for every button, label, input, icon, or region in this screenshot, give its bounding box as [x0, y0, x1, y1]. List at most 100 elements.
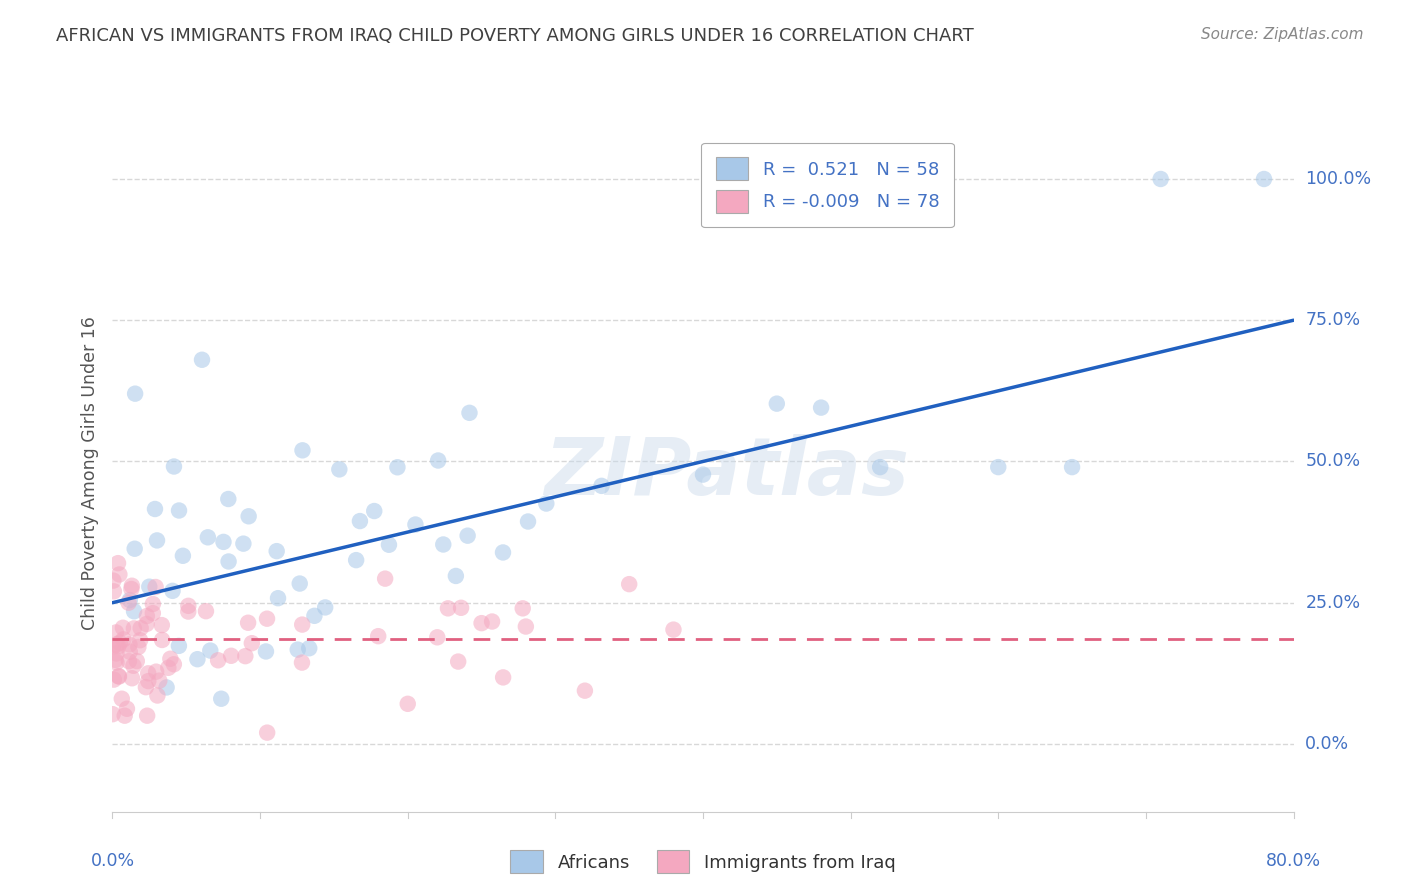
Text: 100.0%: 100.0%	[1305, 170, 1371, 188]
Point	[135, 617, 157, 632]
Point	[162, 583, 184, 598]
Point	[117, 596, 139, 610]
Point	[108, 669, 131, 683]
Point	[209, 691, 232, 706]
Point	[207, 653, 229, 667]
Point	[328, 462, 350, 476]
Point	[444, 569, 467, 583]
Point	[374, 572, 396, 586]
Text: AFRICAN VS IMMIGRANTS FROM IRAQ CHILD POVERTY AMONG GIRLS UNDER 16 CORRELATION C: AFRICAN VS IMMIGRANTS FROM IRAQ CHILD PO…	[56, 27, 974, 45]
Point	[150, 632, 173, 647]
Point	[254, 644, 277, 658]
Point	[457, 529, 479, 543]
Point	[1062, 460, 1084, 475]
Point	[105, 647, 128, 661]
Point	[619, 577, 641, 591]
Point	[148, 673, 170, 688]
Point	[432, 537, 454, 551]
Point	[1253, 172, 1275, 186]
Point	[766, 397, 789, 411]
Point	[291, 443, 314, 458]
Point	[492, 670, 515, 684]
Point	[121, 671, 143, 685]
Point	[288, 576, 311, 591]
Point	[512, 601, 534, 615]
Point	[1150, 172, 1173, 186]
Point	[118, 593, 141, 607]
Point	[108, 567, 131, 582]
Point	[163, 459, 186, 474]
Point	[111, 621, 134, 635]
Point	[145, 665, 167, 679]
Point	[378, 538, 401, 552]
Y-axis label: Child Poverty Among Girls Under 16: Child Poverty Among Girls Under 16	[80, 316, 98, 630]
Point	[150, 618, 173, 632]
Point	[177, 599, 200, 613]
Point	[387, 460, 409, 475]
Point	[112, 632, 135, 647]
Point	[107, 640, 129, 654]
Text: 0.0%: 0.0%	[90, 853, 135, 871]
Point	[101, 640, 124, 654]
Point	[492, 545, 515, 559]
Point	[186, 652, 208, 666]
Point	[517, 515, 540, 529]
Text: 25.0%: 25.0%	[1305, 594, 1361, 612]
Point	[136, 674, 159, 689]
Point	[298, 641, 321, 656]
Point	[314, 600, 336, 615]
Text: Source: ZipAtlas.com: Source: ZipAtlas.com	[1201, 27, 1364, 42]
Point	[107, 669, 129, 683]
Legend: Africans, Immigrants from Iraq: Africans, Immigrants from Iraq	[503, 843, 903, 880]
Point	[536, 497, 558, 511]
Point	[458, 406, 481, 420]
Point	[591, 479, 613, 493]
Point	[396, 697, 419, 711]
Point	[114, 708, 136, 723]
Point	[987, 460, 1010, 475]
Point	[236, 615, 259, 630]
Point	[145, 580, 167, 594]
Point	[172, 549, 194, 563]
Point	[118, 654, 141, 668]
Point	[481, 615, 503, 629]
Point	[127, 640, 149, 654]
Point	[367, 629, 389, 643]
Point	[120, 582, 142, 596]
Text: ZIPatlas: ZIPatlas	[544, 434, 910, 512]
Point	[136, 708, 159, 723]
Point	[238, 509, 260, 524]
Point	[103, 574, 125, 588]
Point	[191, 352, 214, 367]
Point	[118, 637, 141, 651]
Point	[122, 604, 145, 618]
Point	[219, 648, 242, 663]
Point	[135, 680, 157, 694]
Point	[101, 707, 124, 722]
Point	[138, 580, 160, 594]
Point	[256, 612, 278, 626]
Point	[136, 666, 159, 681]
Point	[146, 533, 169, 548]
Point	[291, 656, 314, 670]
Point	[104, 625, 127, 640]
Point	[291, 617, 314, 632]
Point	[427, 453, 450, 467]
Point	[122, 621, 145, 635]
Point	[115, 702, 138, 716]
Point	[240, 636, 263, 650]
Point	[197, 530, 219, 544]
Point	[344, 553, 367, 567]
Point	[232, 536, 254, 550]
Point	[157, 661, 180, 675]
Point	[163, 657, 186, 672]
Point	[404, 517, 426, 532]
Point	[692, 467, 714, 482]
Point	[869, 460, 891, 475]
Point	[810, 401, 832, 415]
Point	[142, 606, 165, 620]
Point	[470, 616, 494, 631]
Point	[200, 643, 222, 657]
Point	[129, 621, 152, 635]
Point	[143, 502, 166, 516]
